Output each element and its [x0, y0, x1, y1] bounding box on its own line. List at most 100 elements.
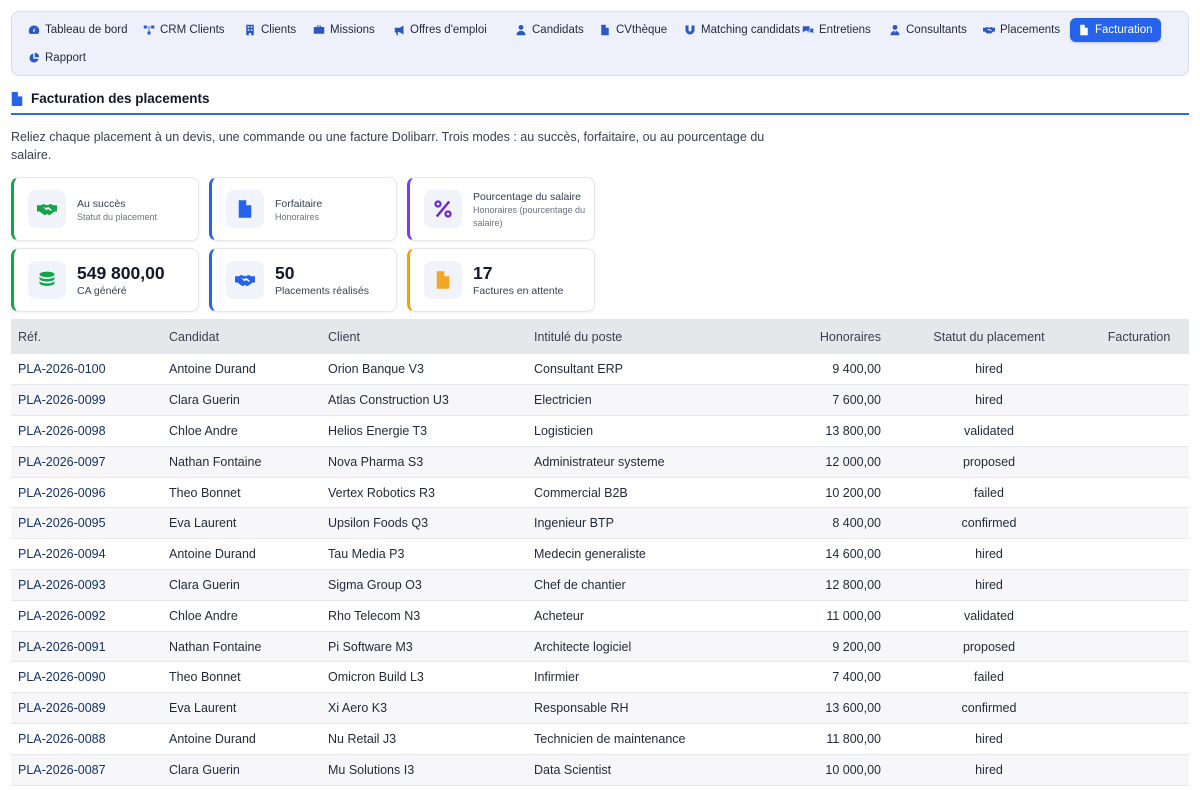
nav-label: Clients — [261, 24, 297, 36]
cell-statut: confirmed — [961, 701, 1017, 716]
cell-facturation[interactable] — [1089, 724, 1189, 755]
mode-subtitle: Statut du placement — [77, 212, 158, 222]
top-nav: Tableau de bord CRM Clients Clients Miss… — [11, 11, 1189, 76]
col-header-candidat[interactable]: Candidat — [169, 329, 220, 344]
cell-honoraires: 9 200,00 — [832, 639, 881, 654]
cell-ref[interactable]: PLA-2026-0088 — [18, 731, 106, 746]
cell-honoraires: 11 800,00 — [826, 731, 881, 746]
cell-honoraires: 7 600,00 — [832, 393, 881, 408]
cell-honoraires: 9 400,00 — [832, 362, 881, 377]
cell-honoraires: 10 200,00 — [825, 485, 881, 500]
cell-ref[interactable]: PLA-2026-0099 — [18, 393, 106, 408]
cell-facturation[interactable] — [1089, 662, 1189, 693]
cell-facturation[interactable] — [1089, 631, 1189, 662]
cell-candidat: Antoine Durand — [169, 731, 256, 746]
col-header-statut[interactable]: Statut du placement — [933, 329, 1045, 344]
cell-facturation[interactable] — [1089, 539, 1189, 570]
cell-ref[interactable]: PLA-2026-0094 — [18, 547, 106, 562]
nav-candidats[interactable]: Candidats — [507, 18, 592, 42]
cell-ref[interactable]: PLA-2026-0092 — [18, 608, 106, 623]
nav-label: Offres d'emploi — [410, 24, 487, 36]
table-row[interactable]: PLA-2026-0089 Eva Laurent Xi Aero K3 Respon… — [11, 692, 1189, 724]
handshake-icon — [37, 204, 57, 216]
cell-honoraires: 10 000,00 — [825, 762, 881, 777]
cell-ref[interactable]: PLA-2026-0091 — [18, 639, 106, 654]
cell-candidat: Clara Guerin — [169, 762, 240, 777]
cell-facturation[interactable] — [1089, 570, 1189, 601]
cell-ref[interactable]: PLA-2026-0089 — [18, 701, 106, 716]
nav-placements[interactable]: Placements — [975, 18, 1068, 42]
cell-poste: Infirmier — [534, 670, 580, 685]
cell-ref[interactable]: PLA-2026-0090 — [18, 670, 106, 685]
mode-title: Pourcentage du salaire — [473, 191, 581, 203]
table-row[interactable]: PLA-2026-0098 Chloe Andre Helios Energie T… — [11, 416, 1189, 447]
table-header-row: Réf. Candidat Client Intitulé du poste H… — [11, 319, 1189, 354]
table-row[interactable]: PLA-2026-0100 Antoine Durand Orion Banque … — [11, 354, 1189, 385]
cell-honoraires: 12 800,00 — [825, 577, 881, 592]
cell-ref[interactable]: PLA-2026-0100 — [18, 362, 106, 377]
table-row[interactable]: PLA-2026-0087 Clara Guerin Mu Solutions I3… — [11, 754, 1189, 786]
nav-consultants[interactable]: Consultants — [881, 18, 975, 42]
cell-facturation[interactable] — [1089, 600, 1189, 631]
cell-ref[interactable]: PLA-2026-0096 — [18, 485, 106, 500]
col-header-honoraires[interactable]: Honoraires — [819, 329, 881, 344]
cell-facturation[interactable] — [1089, 416, 1189, 447]
cell-facturation[interactable] — [1089, 477, 1189, 508]
cell-facturation[interactable] — [1089, 385, 1189, 416]
nav-offres-emploi[interactable]: Offres d'emploi — [385, 18, 495, 42]
cell-poste: Medecin generaliste — [534, 547, 646, 562]
cell-facturation[interactable] — [1089, 754, 1189, 785]
cell-poste: Consultant ERP — [534, 362, 623, 377]
table-row[interactable]: PLA-2026-0097 Nathan Fontaine Nova Pharma … — [11, 446, 1189, 478]
megaphone-icon — [394, 25, 404, 36]
col-header-client[interactable]: Client — [328, 329, 360, 344]
table-row[interactable]: PLA-2026-0088 Antoine Durand Nu Retail J3 T… — [11, 724, 1189, 755]
table-row[interactable]: PLA-2026-0092 Chloe Andre Rho Telecom N3 Ac… — [11, 600, 1189, 632]
cell-facturation[interactable] — [1089, 354, 1189, 385]
cell-client: Rho Telecom N3 — [328, 608, 421, 623]
cell-client: Omicron Build L3 — [328, 670, 424, 685]
nav-entretiens[interactable]: Entretiens — [794, 18, 879, 42]
nav-rapport[interactable]: Rapport — [20, 46, 94, 70]
stat-icon-box — [226, 261, 264, 299]
nav-matching-candidats[interactable]: Matching candidats — [676, 18, 808, 42]
cell-statut: hired — [975, 393, 1003, 408]
col-header-facturation[interactable]: Facturation — [1107, 329, 1171, 344]
comments-icon — [802, 26, 814, 34]
table-row[interactable]: PLA-2026-0091 Nathan Fontaine Pi Software … — [11, 631, 1189, 662]
nav-label: Facturation — [1095, 24, 1153, 36]
nav-label: Matching candidats — [701, 24, 801, 36]
cell-ref[interactable]: PLA-2026-0097 — [18, 454, 106, 469]
nav-cvtheque[interactable]: CVthèque — [591, 18, 675, 42]
table-row[interactable]: PLA-2026-0099 Clara Guerin Atlas Construct… — [11, 384, 1189, 416]
cell-candidat: Nathan Fontaine — [169, 454, 262, 469]
cell-candidat: Antoine Durand — [169, 362, 256, 377]
cell-ref[interactable]: PLA-2026-0095 — [18, 516, 106, 531]
nav-crm-clients[interactable]: CRM Clients — [135, 18, 233, 42]
mode-subtitle: Honoraires (pourcentage du salaire) — [473, 205, 586, 228]
col-header-ref[interactable]: Réf. — [18, 329, 41, 344]
cell-client: Vertex Robotics R3 — [328, 485, 435, 500]
title-divider — [11, 113, 1189, 115]
cell-candidat: Nathan Fontaine — [169, 639, 262, 654]
col-header-poste[interactable]: Intitulé du poste — [534, 329, 623, 344]
invoice-icon — [11, 91, 23, 106]
cell-ref[interactable]: PLA-2026-0093 — [18, 577, 106, 592]
table-row[interactable]: PLA-2026-0093 Clara Guerin Sigma Group O3 C… — [11, 569, 1189, 601]
nav-facturation[interactable]: Facturation — [1070, 18, 1161, 42]
nav-missions[interactable]: Missions — [305, 18, 383, 42]
cell-honoraires: 11 000,00 — [826, 608, 881, 623]
table-row[interactable]: PLA-2026-0095 Eva Laurent Upsilon Foods Q3… — [11, 507, 1189, 539]
nav-label: Consultants — [906, 24, 967, 36]
table-row[interactable]: PLA-2026-0096 Theo Bonnet Vertex Robotics … — [11, 477, 1189, 508]
cell-facturation[interactable] — [1089, 693, 1189, 724]
cell-ref[interactable]: PLA-2026-0098 — [18, 423, 106, 438]
cell-facturation[interactable] — [1089, 508, 1189, 539]
user-tie-icon — [890, 24, 900, 36]
nav-tableau-de-bord[interactable]: Tableau de bord — [20, 18, 135, 42]
cell-ref[interactable]: PLA-2026-0087 — [18, 762, 106, 777]
table-row[interactable]: PLA-2026-0094 Antoine Durand Tau Media P3 M… — [11, 539, 1189, 570]
nav-clients[interactable]: Clients — [236, 18, 304, 42]
table-row[interactable]: PLA-2026-0090 Theo Bonnet Omicron Build L3… — [11, 662, 1189, 693]
cell-facturation[interactable] — [1089, 446, 1189, 477]
